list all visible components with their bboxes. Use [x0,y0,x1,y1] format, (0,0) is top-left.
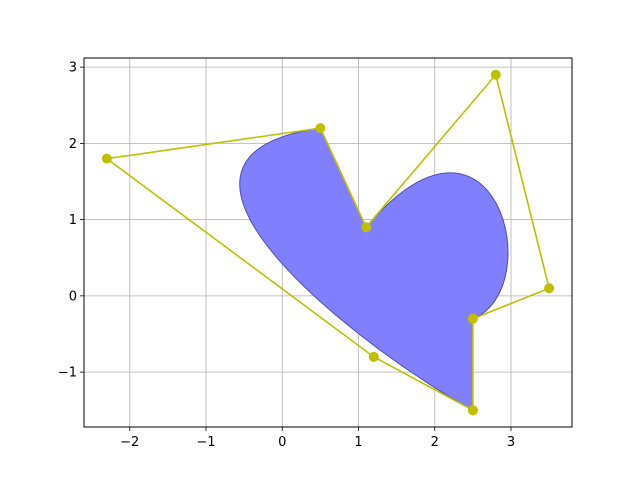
control-point-1 [368,351,379,362]
x-tick-label-4: 2 [431,435,439,450]
control-point-7 [467,313,478,324]
x-tick-label-0: −2 [120,435,139,450]
y-tick-label-0: −1 [58,366,77,381]
control-point-4 [361,222,372,233]
control-point-2 [101,153,112,164]
x-tick-label-5: 3 [507,435,515,450]
plot-area: −2 −1 0 1 2 3 −1 0 1 2 3 [58,57,573,450]
axes-frame [83,57,573,428]
control-point-6 [544,283,555,294]
x-tick-label-1: −1 [196,435,215,450]
control-point-3 [315,123,326,134]
control-point-8 [467,405,478,416]
control-point-5 [490,69,501,80]
y-tick-label-3: 2 [69,137,77,152]
x-tick-label-2: 0 [278,435,286,450]
y-tick-label-1: 0 [69,289,77,304]
y-tick-label-2: 1 [69,213,77,228]
y-tick-label-4: 3 [69,61,77,76]
x-tick-label-3: 1 [354,435,362,450]
